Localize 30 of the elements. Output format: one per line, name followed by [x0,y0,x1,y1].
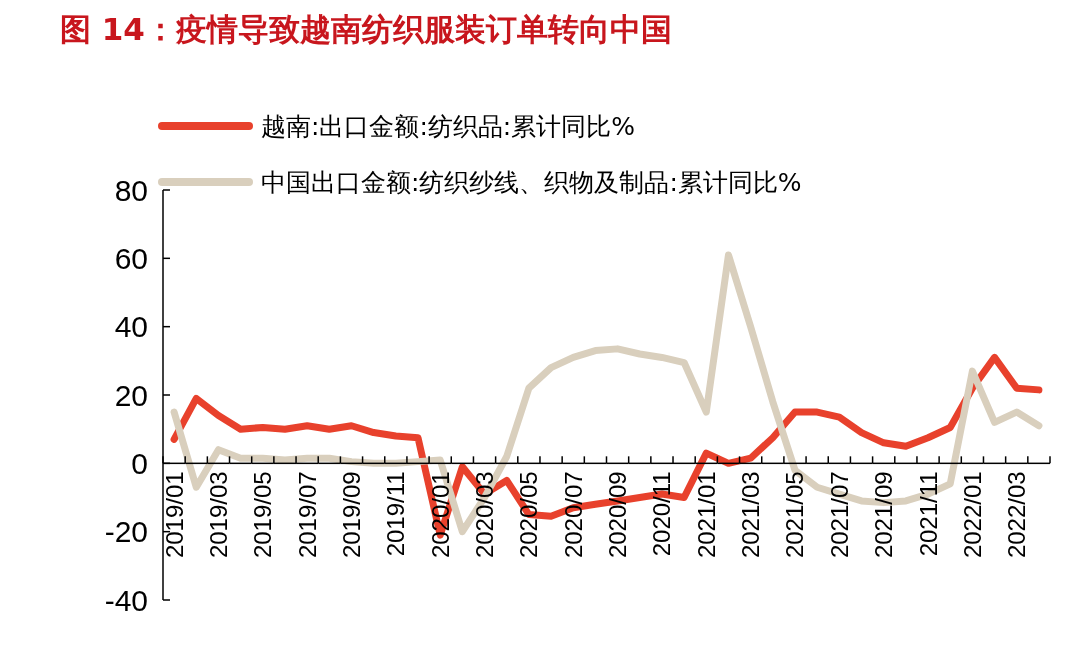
x-tick-label: 2021/11 [914,471,942,557]
legend-label: 中国出口金额:纺织纱线、织物及制品:累计同比% [261,166,802,199]
x-tick-label: 2019/09 [337,471,365,559]
x-tick-label: 2022/03 [1003,471,1031,559]
x-tick-label: 2021/05 [781,471,809,559]
y-tick-label: -20 [104,515,148,549]
x-tick-label: 2021/03 [737,471,765,559]
x-tick-label: 2019/03 [204,471,232,559]
legend-label: 越南:出口金额:纺织品:累计同比% [261,110,636,143]
x-tick-label: 2020/03 [471,471,499,559]
x-tick-label: 2021/01 [692,471,720,559]
x-tick-label: 2019/05 [249,471,277,559]
x-tick-label: 2019/07 [293,471,321,559]
x-tick-label: 2022/01 [958,471,986,559]
y-tick-label: 80 [114,173,148,207]
x-tick-label: 2020/09 [604,471,632,559]
x-tick-label: 2020/05 [515,471,543,559]
y-tick-label: 40 [114,310,148,344]
x-tick-label: 2019/11 [382,471,410,557]
y-tick-label: 60 [114,241,148,275]
y-tick-label: -40 [104,583,148,617]
x-tick-label: 2020/11 [648,471,676,557]
x-tick-label: 2021/07 [825,471,853,559]
y-tick-label: 0 [131,446,148,480]
chart-title: 图 14：疫情导致越南纺织服装订单转向中国 [59,10,673,49]
y-tick-label: 20 [114,378,148,412]
x-tick-label: 2021/09 [870,471,898,559]
x-tick-label: 2019/01 [160,471,188,559]
x-tick-label: 2020/07 [559,471,587,559]
x-tick-label: 2020/01 [426,471,454,559]
